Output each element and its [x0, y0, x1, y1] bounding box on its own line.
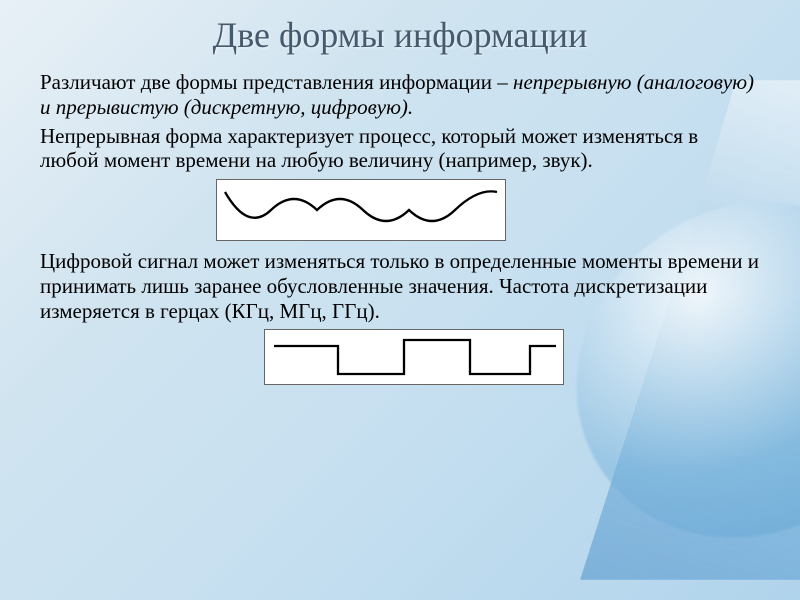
paragraph-3: Цифровой сигнал может изменяться только … — [40, 249, 760, 323]
paragraph-2: Непрерывная форма характеризует процесс,… — [40, 124, 760, 174]
para1-lead: Различают две формы представления информ… — [40, 70, 513, 94]
digital-wave-path — [274, 340, 556, 374]
digital-wave-svg — [270, 332, 558, 382]
analog-wave-figure — [216, 179, 506, 241]
digital-wave-figure — [264, 329, 564, 385]
slide-title: Две формы информации — [40, 14, 760, 56]
paragraph-1: Различают две формы представления информ… — [40, 70, 760, 120]
slide-content: Две формы информации Различают две формы… — [0, 0, 800, 385]
analog-wave-path — [225, 191, 497, 221]
analog-wave-svg — [221, 182, 501, 238]
